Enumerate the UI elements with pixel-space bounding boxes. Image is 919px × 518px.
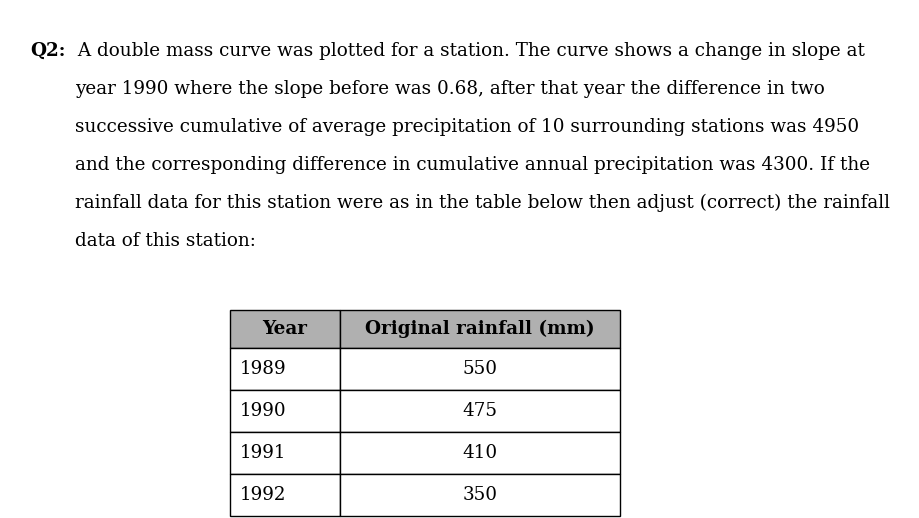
Text: successive cumulative of average precipitation of 10 surrounding stations was 49: successive cumulative of average precipi… <box>75 118 859 136</box>
Text: year 1990 where the slope before was 0.68, after that year the difference in two: year 1990 where the slope before was 0.6… <box>75 80 824 98</box>
Bar <box>340 390 620 432</box>
Text: A double mass curve was plotted for a station. The curve shows a change in slope: A double mass curve was plotted for a st… <box>72 42 865 60</box>
Bar <box>230 390 340 432</box>
Bar <box>340 310 620 348</box>
Text: Original rainfall (mm): Original rainfall (mm) <box>365 320 595 338</box>
Text: 1991: 1991 <box>240 444 287 462</box>
Bar <box>340 474 620 516</box>
Bar <box>340 432 620 474</box>
Text: 1989: 1989 <box>240 360 287 378</box>
Bar <box>230 474 340 516</box>
Bar <box>230 348 340 390</box>
Text: 350: 350 <box>462 486 497 504</box>
Text: 550: 550 <box>462 360 497 378</box>
Text: 1990: 1990 <box>240 402 287 420</box>
Text: rainfall data for this station were as in the table below then adjust (correct) : rainfall data for this station were as i… <box>75 194 890 212</box>
Bar <box>230 310 340 348</box>
Bar <box>230 432 340 474</box>
Text: data of this station:: data of this station: <box>75 232 255 250</box>
Text: Q2:: Q2: <box>30 42 65 60</box>
Text: 475: 475 <box>462 402 497 420</box>
Text: 410: 410 <box>462 444 497 462</box>
Text: 1992: 1992 <box>240 486 287 504</box>
Bar <box>340 348 620 390</box>
Text: Year: Year <box>263 320 308 338</box>
Text: and the corresponding difference in cumulative annual precipitation was 4300. If: and the corresponding difference in cumu… <box>75 156 870 174</box>
